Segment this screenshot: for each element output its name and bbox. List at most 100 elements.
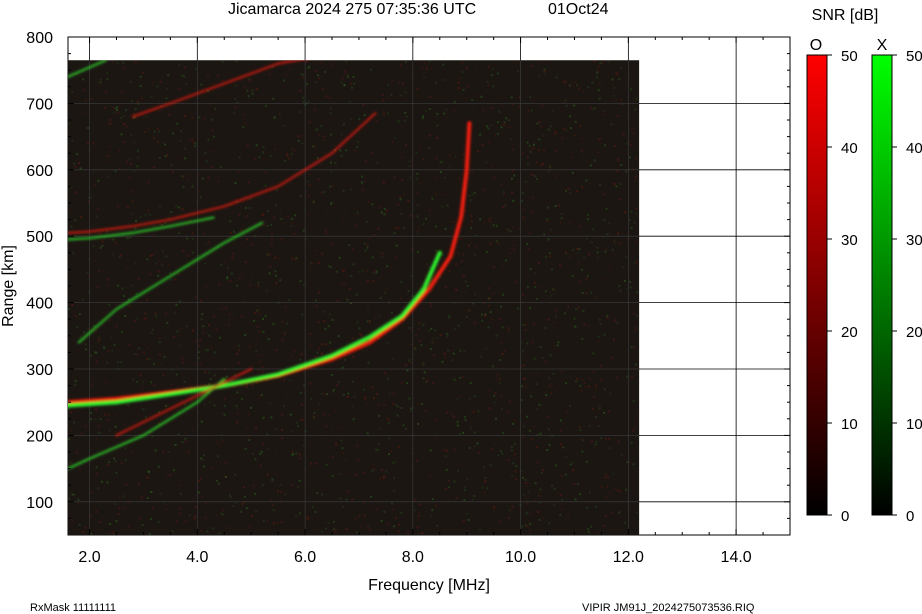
noise-pixel [166,87,169,90]
noise-pixel [525,180,528,183]
noise-pixel [468,446,471,449]
noise-pixel [634,363,637,366]
noise-pixel [240,229,243,232]
noise-pixel [115,520,118,523]
noise-pixel [308,121,311,124]
noise-pixel [473,321,476,324]
noise-pixel [468,244,470,247]
noise-pixel [270,223,273,226]
noise-pixel [199,477,202,480]
noise-pixel [496,373,499,376]
noise-pixel [95,510,98,513]
noise-pixel [159,363,162,366]
noise-pixel [331,185,334,187]
noise-pixel [307,180,310,183]
noise-pixel [300,353,303,356]
noise-pixel [258,330,261,333]
noise-pixel [552,288,555,291]
noise-pixel [500,341,503,344]
noise-pixel [602,524,605,527]
noise-pixel [356,444,359,447]
noise-pixel [124,447,127,450]
noise-pixel [109,532,112,534]
noise-pixel [346,395,349,398]
noise-pixel [100,244,103,247]
noise-pixel [395,404,398,407]
noise-pixel [356,146,359,149]
noise-pixel [468,194,471,197]
noise-pixel [485,161,488,164]
noise-pixel [105,90,108,93]
noise-pixel [595,440,598,443]
noise-pixel [596,251,599,254]
noise-pixel [322,135,325,138]
noise-pixel [153,130,156,133]
noise-pixel [271,233,273,236]
noise-pixel [128,305,131,308]
noise-pixel [206,530,209,533]
noise-pixel [262,330,265,333]
noise-pixel [128,525,130,528]
noise-pixel [200,495,203,498]
noise-pixel [464,97,467,100]
noise-pixel [453,328,456,331]
noise-pixel [342,270,345,272]
noise-pixel [471,105,473,108]
noise-pixel [317,62,320,65]
noise-pixel [530,211,533,214]
noise-pixel [473,254,476,257]
noise-pixel [576,378,579,380]
noise-pixel [461,71,464,74]
noise-pixel [159,223,162,226]
noise-pixel [560,217,563,220]
noise-pixel [375,508,378,510]
noise-pixel [79,167,82,170]
noise-pixel [271,480,274,483]
noise-pixel [435,249,438,252]
colorbar-x-label: X [877,37,888,54]
noise-pixel [243,486,245,489]
noise-pixel [217,74,220,77]
noise-pixel [389,266,392,269]
noise-pixel [365,270,368,272]
noise-pixel [215,514,218,516]
noise-pixel [618,490,621,493]
noise-pixel [453,379,456,381]
noise-pixel [170,211,173,213]
noise-pixel [488,389,491,392]
noise-pixel [125,160,128,163]
noise-pixel [383,114,386,116]
noise-pixel [291,450,294,453]
noise-pixel [237,170,240,173]
noise-pixel [529,268,532,271]
noise-pixel [250,406,252,409]
noise-pixel [191,499,194,501]
noise-pixel [324,527,327,530]
noise-pixel [503,123,506,126]
noise-pixel [266,433,269,436]
noise-pixel [114,460,117,463]
noise-pixel [493,505,496,508]
noise-pixel [540,125,543,128]
noise-pixel [327,521,330,524]
noise-pixel [310,398,313,401]
noise-pixel [252,319,255,322]
noise-pixel [574,81,577,84]
noise-pixel [142,386,145,389]
noise-pixel [290,153,293,156]
noise-pixel [473,192,476,194]
noise-pixel [244,122,247,125]
noise-pixel [593,159,596,162]
noise-pixel [636,511,638,514]
y-tick-label: 400 [26,296,53,313]
noise-pixel [343,70,346,73]
noise-pixel [266,520,269,523]
noise-pixel [274,204,277,207]
noise-pixel [576,190,579,193]
noise-pixel [167,74,170,77]
noise-pixel [266,253,269,256]
noise-pixel [259,380,262,382]
noise-pixel [536,298,538,300]
noise-pixel [136,149,139,152]
noise-pixel [500,450,502,453]
